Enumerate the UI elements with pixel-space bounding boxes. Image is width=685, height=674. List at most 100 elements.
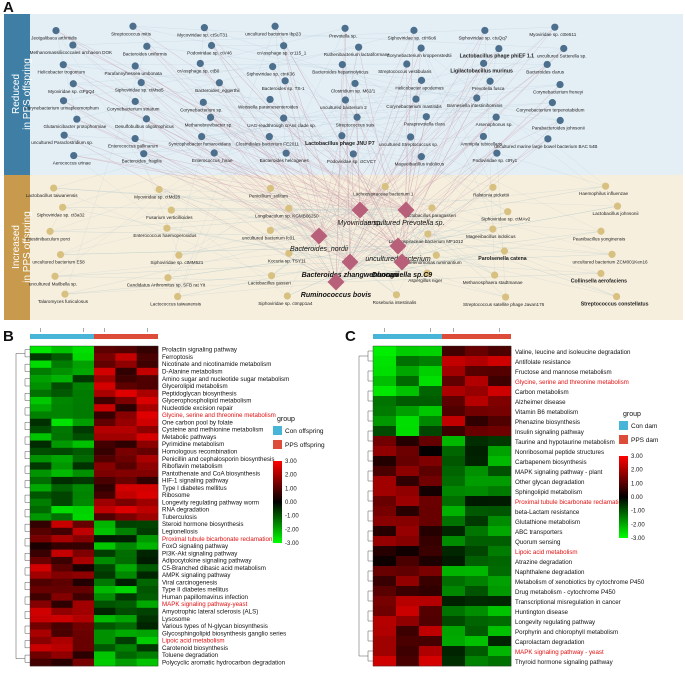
increased-label: Talaromyces funiculosus xyxy=(38,299,89,304)
heatmap-cell xyxy=(419,426,442,436)
heatmap-cell xyxy=(373,586,396,596)
pathway-label: Atrazine degradation xyxy=(515,559,573,566)
heatmap-cell xyxy=(442,646,465,656)
heatmap-cell xyxy=(30,579,52,587)
heatmap-cell xyxy=(73,535,95,543)
heatmap-cell xyxy=(73,426,95,434)
heatmap-cell xyxy=(137,353,159,361)
heatmap-cell xyxy=(137,477,159,485)
heatmap-cell xyxy=(30,528,52,536)
heatmap-cell xyxy=(73,433,95,441)
heatmap-cell xyxy=(30,448,52,456)
heatmap-cell xyxy=(94,506,116,514)
heatmap-cell xyxy=(373,486,396,496)
pathway-label: Penicillin and cephalosporin biosynthesi… xyxy=(162,456,274,463)
pathway-label: Fructose and mannose metabolism xyxy=(515,369,612,376)
reduced-label: Streptococcus suis xyxy=(336,122,375,127)
heatmap-cell xyxy=(396,476,419,486)
heatmap-cell xyxy=(115,448,137,456)
heatmap-cell xyxy=(94,571,116,579)
heatmap-cell xyxy=(51,513,73,521)
heatmap-cell xyxy=(30,462,52,470)
heatmap-cell xyxy=(137,659,159,667)
increased-label: Longibaculum sp. KGMB06250 xyxy=(255,213,319,218)
heatmap-cell xyxy=(442,526,465,536)
heatmap-cell xyxy=(30,455,52,463)
heatmap-cell xyxy=(488,646,511,656)
heatmap-cell xyxy=(115,557,137,565)
hub-label: Duncaniella sp.C9 xyxy=(372,272,432,279)
heatmap-cell xyxy=(137,375,159,383)
heatmap-cell xyxy=(137,608,159,616)
heatmap-cell xyxy=(419,446,442,456)
increased-label: Streptococcus satellite phage Javan176 xyxy=(463,302,545,307)
heatmap-cell xyxy=(30,622,52,630)
network-diagram: Reducedin PPS offspring Increasedin PPS … xyxy=(4,14,683,320)
heatmap-cell xyxy=(51,571,73,579)
heatmap-cell xyxy=(488,526,511,536)
heatmap-cell xyxy=(137,557,159,565)
heatmap-cell xyxy=(94,361,116,369)
heatmap-cell xyxy=(465,616,488,626)
heatmap-cell xyxy=(465,656,488,666)
heatmap-cell xyxy=(396,596,419,606)
heatmap-cell xyxy=(373,506,396,516)
heatmap-cell xyxy=(30,390,52,398)
heatmap-cell xyxy=(73,361,95,369)
heatmap-cell xyxy=(73,455,95,463)
reduced-label: Bacteroides sp. TS-1 xyxy=(262,86,305,91)
heatmap-cell xyxy=(51,601,73,609)
heatmap-cell xyxy=(115,411,137,419)
heatmap-cell xyxy=(137,368,159,376)
heatmap-cell xyxy=(30,557,52,565)
heatmap-cell xyxy=(94,542,116,550)
heatmap-cell xyxy=(442,556,465,566)
reduced-label: Mageeibacillus indolicus xyxy=(395,162,445,167)
heatmap-cell xyxy=(137,586,159,594)
pathway-label: Metabolic pathways xyxy=(162,434,216,441)
reduced-label: Bacteroides heparinolyticus xyxy=(312,70,369,75)
heatmap-dam: Valine, leucine and isoleucine degradati… xyxy=(345,328,685,669)
heatmap-cell xyxy=(115,455,137,463)
increased-label: Lactobacillus gasseri xyxy=(248,281,291,286)
reduced-label: Corynebacterium striatum xyxy=(107,106,160,111)
heatmap-cell xyxy=(465,636,488,646)
column-dendrogram xyxy=(385,328,500,332)
heatmap-cell xyxy=(51,368,73,376)
heatmap-cell xyxy=(442,576,465,586)
heatmap-cell xyxy=(373,376,396,386)
heatmap-cell xyxy=(73,542,95,550)
reduced-label: Lactobacillus phage JNU P7 xyxy=(305,141,375,147)
heatmap-cell xyxy=(94,608,116,616)
heatmap-cell xyxy=(137,426,159,434)
heatmap-cell xyxy=(94,535,116,543)
heatmap-cell xyxy=(73,593,95,601)
heatmap-cell xyxy=(73,397,95,405)
color-scale-label: -2.00 xyxy=(285,527,299,533)
heatmap-cell xyxy=(137,615,159,623)
heatmap-cell xyxy=(51,564,73,572)
group-bar-control xyxy=(30,334,94,339)
pathway-label: ABC transporters xyxy=(515,529,562,536)
heatmap-cell xyxy=(465,586,488,596)
pathway-label: Peptidoglycan biosynthesis xyxy=(162,390,237,397)
heatmap-cell xyxy=(73,382,95,390)
heatmap-cell xyxy=(465,436,488,446)
heatmap-cell xyxy=(51,535,73,543)
heatmap-cell xyxy=(396,376,419,386)
increased-label: Fusarium verticillioides xyxy=(146,215,193,220)
reduced-label: Helicobacter apodemus xyxy=(395,85,444,90)
heatmap-cell xyxy=(51,470,73,478)
increased-label: Ralstonia pickettii xyxy=(473,192,509,197)
reduced-label: Podoviridae sp. ctV46 xyxy=(187,50,232,55)
heatmap-cell xyxy=(137,644,159,652)
heatmap-cell xyxy=(73,571,95,579)
pathway-label: Nonribosomal peptide structures xyxy=(515,449,604,456)
heatmap-cell xyxy=(442,566,465,576)
increased-label: uncultured bacterium E58 xyxy=(32,260,85,265)
heatmap-cell xyxy=(73,448,95,456)
heatmap-cell xyxy=(465,536,488,546)
heatmap-cell xyxy=(73,441,95,449)
heatmap-cell xyxy=(51,477,73,485)
heatmap-cell xyxy=(419,646,442,656)
